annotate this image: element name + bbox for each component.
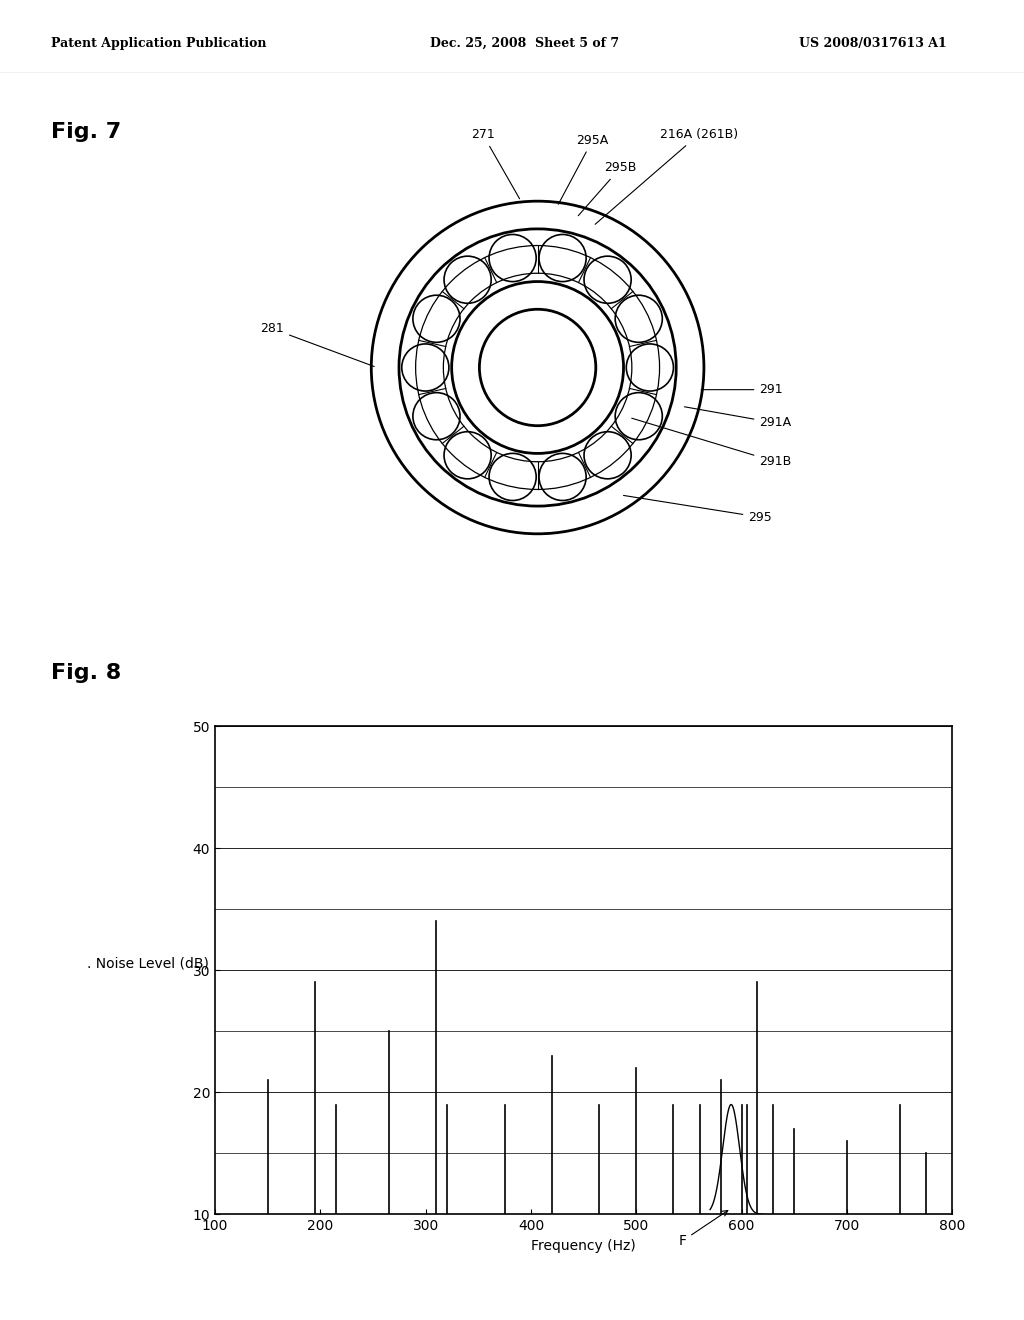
Text: 216A (261B): 216A (261B) <box>595 128 737 224</box>
Text: Patent Application Publication: Patent Application Publication <box>51 37 266 50</box>
Text: F: F <box>679 1210 728 1247</box>
Text: . Noise Level (dB): . Noise Level (dB) <box>87 957 209 970</box>
Text: Dec. 25, 2008  Sheet 5 of 7: Dec. 25, 2008 Sheet 5 of 7 <box>430 37 620 50</box>
X-axis label: Frequency (Hz): Frequency (Hz) <box>531 1238 636 1253</box>
Text: 291B: 291B <box>632 418 792 469</box>
Text: 295: 295 <box>624 495 772 524</box>
Text: 291A: 291A <box>684 407 792 429</box>
Text: Fig. 7: Fig. 7 <box>51 121 122 143</box>
Text: Fig. 8: Fig. 8 <box>51 663 122 684</box>
Text: 291: 291 <box>701 383 783 396</box>
Text: 271: 271 <box>471 128 519 199</box>
Text: 281: 281 <box>260 322 374 367</box>
Text: 295A: 295A <box>558 133 608 205</box>
Text: US 2008/0317613 A1: US 2008/0317613 A1 <box>799 37 946 50</box>
Text: 295B: 295B <box>579 161 637 215</box>
